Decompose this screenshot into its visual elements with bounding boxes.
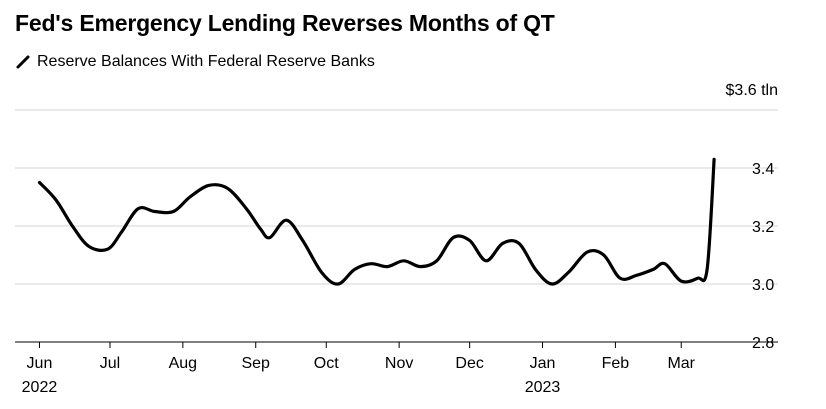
legend-label: Reserve Balances With Federal Reserve Ba… <box>37 53 375 70</box>
x-tick-label: Jan <box>530 355 556 372</box>
x-tick-label: Nov <box>385 355 413 372</box>
y-tick-label: 2.8 <box>752 335 774 352</box>
y-tick-label: 3.4 <box>752 161 774 178</box>
x-tick-year-label: 2023 <box>525 379 561 396</box>
y-tick-label: 3.0 <box>752 277 774 294</box>
legend: Reserve Balances With Federal Reserve Ba… <box>15 53 375 71</box>
chart-title: Fed's Emergency Lending Reverses Months … <box>15 10 555 36</box>
y-tick-label: 3.2 <box>752 219 774 236</box>
x-tick-label: Mar <box>667 355 695 372</box>
x-tick-label: Aug <box>169 355 197 372</box>
x-tick-label: Dec <box>455 355 483 372</box>
x-tick-label: Feb <box>602 355 630 372</box>
series-line <box>37 157 716 286</box>
x-tick-year-label: 2022 <box>22 379 58 396</box>
x-tick-label: Sep <box>241 355 270 372</box>
x-tick-label: Jul <box>100 355 120 372</box>
x-tick-label: Jun <box>27 355 53 372</box>
y-tick-label: $3.6 tln <box>726 82 778 99</box>
legend-line-icon <box>16 55 30 69</box>
x-tick-label: Oct <box>314 355 339 372</box>
